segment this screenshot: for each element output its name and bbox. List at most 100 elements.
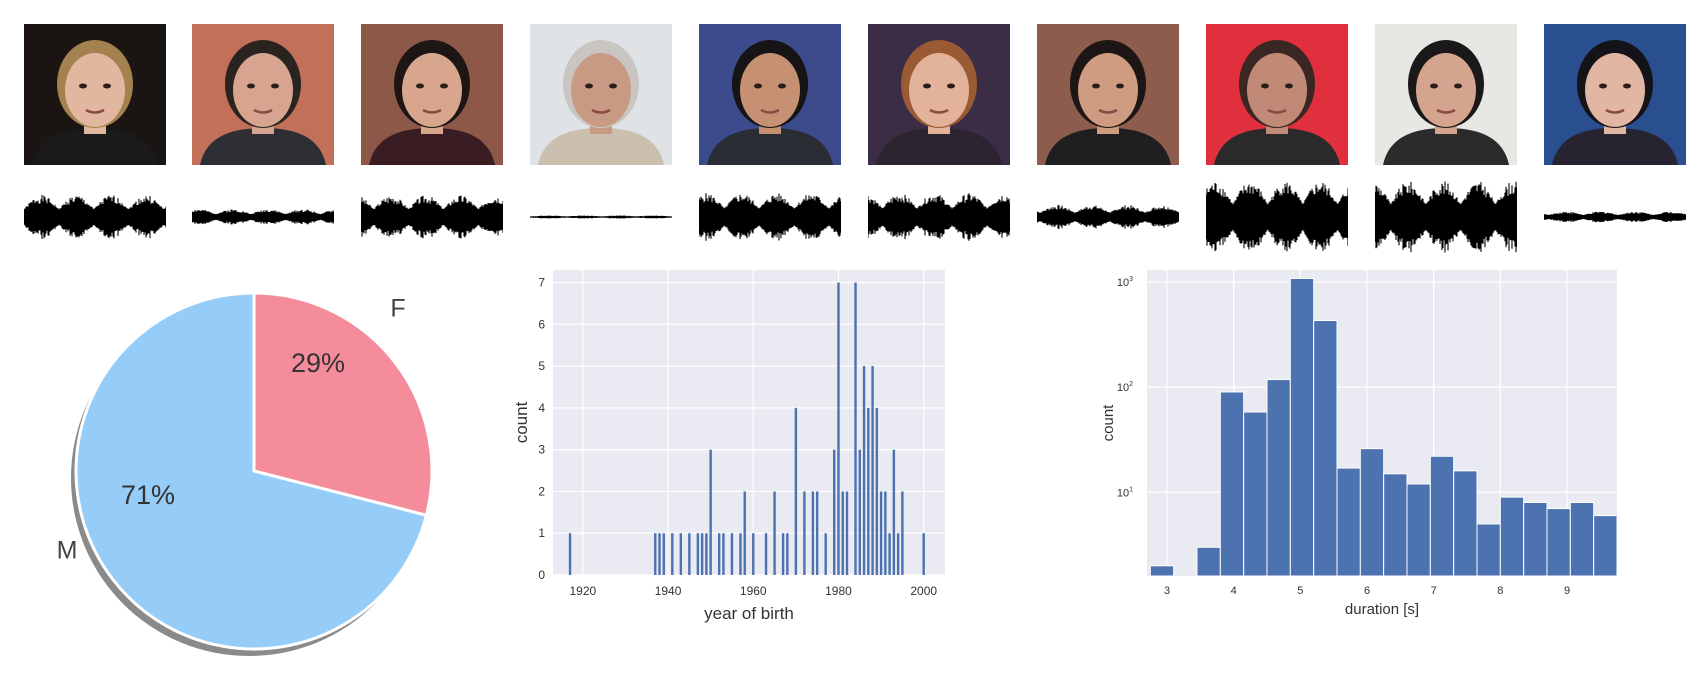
- histogram-bar: [671, 533, 674, 575]
- audio-waveform: [24, 195, 166, 239]
- y-tick-label: 103: [1117, 276, 1133, 289]
- y-tick-label: 6: [538, 317, 545, 331]
- histogram-bar: [815, 491, 819, 575]
- histogram-bar: [1313, 320, 1338, 577]
- audio-waveform: [361, 195, 503, 239]
- x-tick-label: 4: [1231, 585, 1237, 597]
- histogram-bar: [730, 533, 734, 575]
- audio-waveform: [699, 193, 841, 241]
- histogram-bar: [743, 491, 746, 575]
- pie-category-label: M: [57, 537, 78, 565]
- histogram-bar: [901, 491, 904, 575]
- y-tick-label: 4: [538, 401, 545, 415]
- y-tick-label: 2: [538, 484, 545, 498]
- histogram-bar: [1569, 502, 1595, 577]
- histogram-bar: [1196, 546, 1221, 577]
- pie-percent-label: 71%: [121, 480, 175, 510]
- audio-waveform: [1375, 181, 1517, 253]
- audio-waveform: [1544, 211, 1686, 223]
- x-tick-label: 2000: [910, 584, 937, 598]
- histogram-bar: [1336, 467, 1361, 577]
- histogram-bar: [568, 533, 572, 575]
- histogram-bar: [1383, 473, 1408, 577]
- histogram-bar: [1289, 277, 1315, 577]
- y-tick-label: 7: [538, 276, 545, 290]
- histogram-bar: [854, 282, 857, 575]
- y-axis-label: count: [1100, 404, 1117, 442]
- y-tick-label: 0: [538, 568, 545, 582]
- pie-percent-label: 29%: [291, 348, 345, 378]
- x-tick-label: 8: [1497, 585, 1503, 597]
- x-tick-label: 1980: [825, 584, 852, 598]
- y-tick-label: 101: [1117, 486, 1133, 499]
- year-of-birth-histogram: 1920 1940 1960 1980 2000 0 1 2 3 4 5 6 7 year of birt…: [515, 270, 945, 623]
- audio-waveform: [868, 193, 1010, 241]
- histogram-bar: [892, 449, 896, 575]
- histogram-bar: [845, 491, 849, 575]
- histogram-bar: [786, 533, 789, 575]
- speaker-thumbnail: [868, 24, 1010, 165]
- histogram-bar: [811, 491, 815, 575]
- histogram-bar: [696, 533, 700, 575]
- audio-waveform: [1206, 182, 1348, 252]
- histogram-bar: [679, 533, 683, 575]
- audio-waveform: [1037, 205, 1179, 229]
- x-tick-label: 1920: [569, 584, 596, 598]
- histogram-bar: [781, 533, 785, 575]
- histogram-bar: [867, 407, 870, 575]
- speaker-thumbnail: [530, 24, 672, 165]
- speaker-thumbnail: [1544, 24, 1686, 165]
- histogram-bar: [1243, 411, 1268, 577]
- histogram-bar: [705, 533, 708, 575]
- histogram-bar: [654, 533, 657, 575]
- histogram-bar: [1149, 565, 1175, 577]
- histogram-bar: [794, 407, 798, 575]
- histogram-bar: [1359, 448, 1385, 577]
- x-axis-label: duration [s]: [1345, 601, 1419, 618]
- histogram-bar: [764, 533, 768, 575]
- histogram-bar: [833, 449, 836, 575]
- histogram-bar: [837, 282, 840, 575]
- histogram-bar: [722, 533, 725, 575]
- speaker-thumbnail: [1375, 24, 1517, 165]
- histogram-bar: [1266, 379, 1291, 577]
- histogram-bar: [871, 366, 874, 575]
- audio-waveform: [192, 209, 334, 225]
- plot-background: [553, 270, 945, 575]
- histogram-bar: [1523, 502, 1548, 577]
- histogram-bar: [879, 491, 883, 575]
- speaker-thumbnail: [1206, 24, 1348, 165]
- histogram-bar: [717, 533, 721, 575]
- histogram-bar: [662, 533, 665, 575]
- y-tick-label: 5: [538, 359, 545, 373]
- x-tick-label: 6: [1364, 585, 1370, 597]
- histogram-bar: [709, 449, 712, 575]
- x-axis-label: year of birth: [704, 604, 794, 623]
- histogram-bar: [862, 366, 866, 575]
- y-axis-label: count: [515, 401, 531, 443]
- x-tick-label: 7: [1431, 585, 1437, 597]
- audio-waveform: [530, 215, 672, 219]
- histogram-bar: [1593, 515, 1618, 577]
- histogram-bar: [1476, 523, 1501, 577]
- histogram-bar: [688, 533, 691, 575]
- histogram-bar: [1546, 508, 1571, 577]
- histogram-bar: [1453, 470, 1478, 577]
- gender-pie-chart: 29% F 71% M: [57, 291, 434, 656]
- histogram-bar: [1429, 455, 1455, 577]
- histogram-bar: [739, 533, 742, 575]
- speaker-thumbnail: [24, 24, 166, 165]
- histogram-bar: [875, 407, 879, 575]
- duration-histogram: 3 4 5 6 7 8 9 101 102 103 duration [s] count: [1100, 270, 1618, 618]
- x-tick-label: 1960: [740, 584, 767, 598]
- y-tick-label: 1: [538, 526, 545, 540]
- histogram-bar: [1499, 496, 1525, 577]
- histogram-bar: [658, 533, 661, 575]
- speaker-thumbnail: [361, 24, 503, 165]
- x-tick-label: 3: [1164, 585, 1170, 597]
- x-tick-label: 1940: [655, 584, 682, 598]
- histogram-bar: [896, 533, 900, 575]
- speaker-thumbnail: [192, 24, 334, 165]
- x-tick-label: 5: [1297, 585, 1303, 597]
- y-tick-label: 3: [538, 443, 545, 457]
